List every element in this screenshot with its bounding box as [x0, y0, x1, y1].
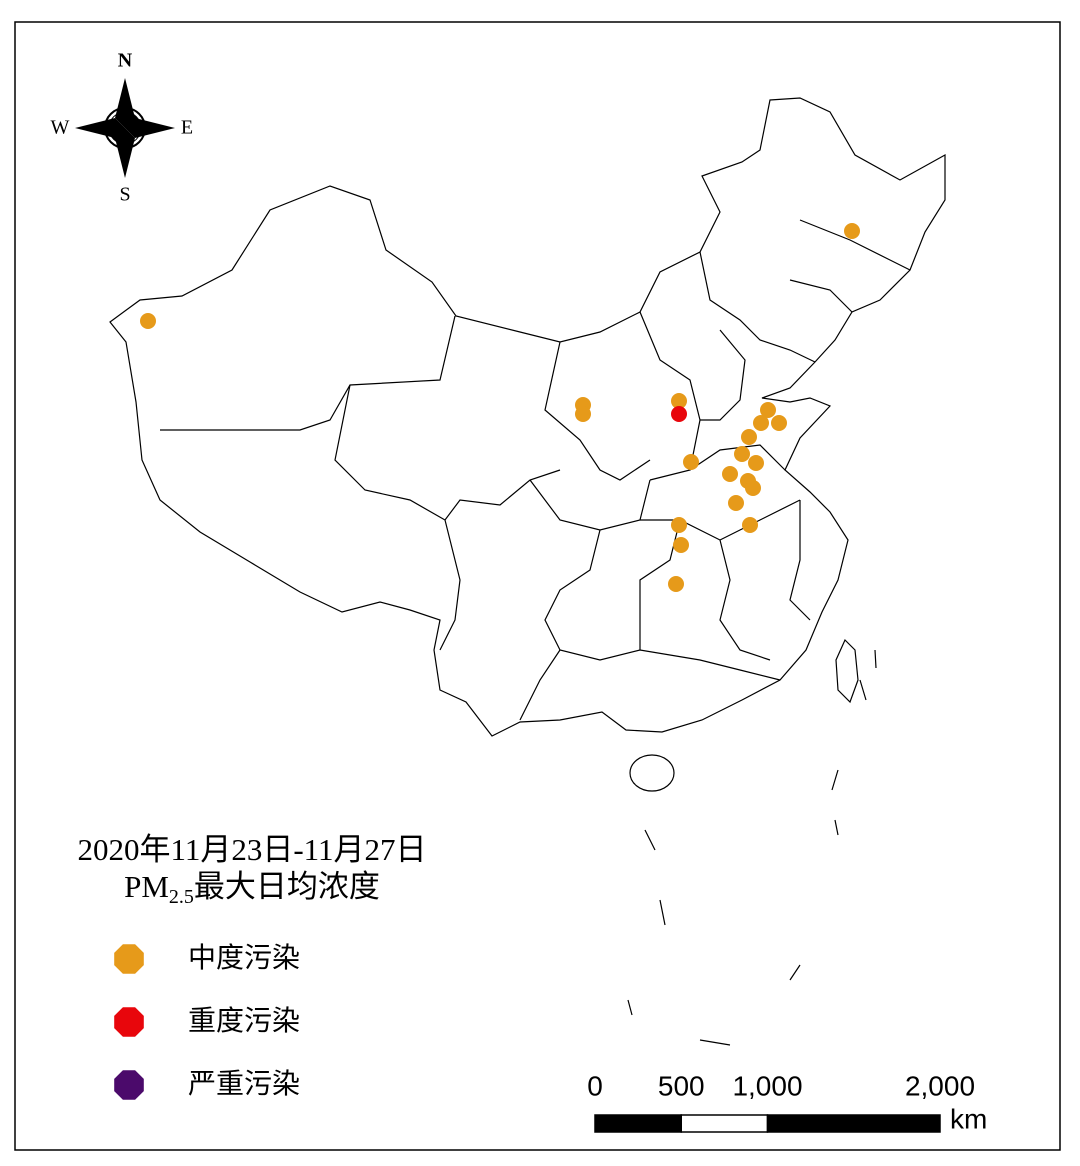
compass-n: N [118, 50, 133, 72]
station [748, 455, 764, 471]
station [734, 446, 750, 462]
scale-tick-label: 500 [658, 1070, 705, 1101]
scale-segment [680, 1114, 769, 1133]
scale-segment [766, 1114, 941, 1133]
stations [140, 223, 860, 592]
title-line2: PM2.5最大日均浓度 [124, 869, 380, 907]
legend-symbol [114, 1007, 144, 1037]
station [741, 429, 757, 445]
scale-segment [594, 1114, 682, 1133]
title-subscript: 2.5 [169, 886, 194, 908]
legend-symbol [114, 1070, 144, 1100]
station [722, 466, 738, 482]
scale-tick-label: 1,000 [732, 1070, 802, 1101]
title-line1: 2020年11月23日-11月27日 [77, 832, 426, 867]
station [728, 495, 744, 511]
title-prefix: PM [124, 869, 169, 904]
station [671, 393, 687, 409]
legend-label: 严重污染 [188, 1067, 300, 1100]
legend-label: 重度污染 [188, 1004, 300, 1037]
compass-w: W [51, 117, 70, 139]
station [668, 576, 684, 592]
legend-symbol [114, 944, 144, 974]
station [760, 402, 776, 418]
legend-label: 中度污染 [188, 941, 300, 974]
station [671, 517, 687, 533]
station [771, 415, 787, 431]
station [575, 406, 591, 422]
station [673, 537, 689, 553]
station [742, 517, 758, 533]
scale-unit: km [950, 1103, 987, 1134]
title-suffix: 最大日均浓度 [194, 869, 380, 904]
scale-tick-label: 2,000 [905, 1070, 975, 1101]
station [140, 313, 156, 329]
compass-e: E [181, 117, 193, 139]
frame [14, 21, 1061, 1151]
station [745, 480, 761, 496]
compass: N S W E [51, 50, 194, 206]
compass-s: S [119, 184, 130, 206]
station [753, 415, 769, 431]
scale-tick-label: 0 [587, 1070, 603, 1101]
station [683, 454, 699, 470]
china-outline [109, 97, 946, 1046]
station [671, 406, 687, 422]
station [844, 223, 860, 239]
